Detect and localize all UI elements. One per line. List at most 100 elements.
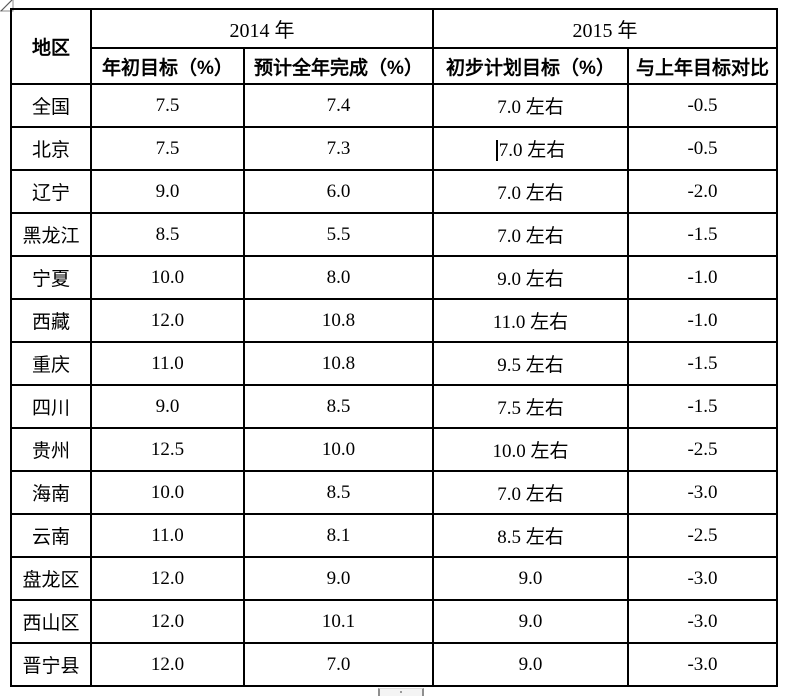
cell-region[interactable]: 贵州 xyxy=(10,427,92,472)
cell-y2014-expected[interactable]: 7.4 xyxy=(243,83,434,128)
cell-y2014-expected[interactable]: 10.8 xyxy=(243,341,434,386)
cell-y2014-expected[interactable]: 10.1 xyxy=(243,599,434,644)
header-2015-preliminary-plan[interactable]: 初步计划目标（%） xyxy=(432,47,629,85)
cell-region[interactable]: 辽宁 xyxy=(10,169,92,214)
header-2015-vs-previous-year[interactable]: 与上年目标对比 xyxy=(627,47,778,85)
cell-y2014-expected[interactable]: 8.0 xyxy=(243,255,434,300)
cell-y2015-plan[interactable]: 10.0 左右 xyxy=(432,427,629,472)
cell-y2015-vs[interactable]: -0.5 xyxy=(627,83,778,128)
cell-y2015-vs[interactable]: -1.5 xyxy=(627,341,778,386)
cell-y2014-expected[interactable]: 7.0 xyxy=(243,642,434,687)
cell-y2014-target[interactable]: 9.0 xyxy=(90,169,245,214)
table-row: 宁夏 10.0 8.0 9.0 左右 -1.0 xyxy=(10,255,778,300)
cell-y2015-plan[interactable]: 7.0 左右 xyxy=(432,212,629,257)
cell-y2014-expected[interactable]: 10.0 xyxy=(243,427,434,472)
cell-y2015-plan[interactable]: 7.0 左右 xyxy=(432,126,629,171)
cell-y2015-vs[interactable]: -3.0 xyxy=(627,642,778,687)
cell-y2015-plan[interactable]: 11.0 左右 xyxy=(432,298,629,343)
cell-y2014-target[interactable]: 12.0 xyxy=(90,556,245,601)
cell-y2015-plan[interactable]: 7.0 左右 xyxy=(432,169,629,214)
cell-y2014-expected[interactable]: 8.5 xyxy=(243,470,434,515)
cell-y2015-vs[interactable]: -1.5 xyxy=(627,212,778,257)
table-row: 北京 7.5 7.3 7.0 左右 -0.5 xyxy=(10,126,778,171)
cell-region[interactable]: 宁夏 xyxy=(10,255,92,300)
cell-region[interactable]: 全国 xyxy=(10,83,92,128)
cell-y2014-target[interactable]: 7.5 xyxy=(90,126,245,171)
table-row: 黑龙江 8.5 5.5 7.0 左右 -1.5 xyxy=(10,212,778,257)
cell-y2015-vs[interactable]: -1.5 xyxy=(627,384,778,429)
cell-y2015-plan[interactable]: 9.0 xyxy=(432,642,629,687)
cell-y2015-vs[interactable]: -3.0 xyxy=(627,599,778,644)
cell-y2015-plan[interactable]: 7.5 左右 xyxy=(432,384,629,429)
header-2014-initial-target[interactable]: 年初目标（%） xyxy=(90,47,245,85)
table-row: 四川 9.0 8.5 7.5 左右 -1.5 xyxy=(10,384,778,429)
cell-y2015-plan[interactable]: 9.0 左右 xyxy=(432,255,629,300)
cell-region[interactable]: 北京 xyxy=(10,126,92,171)
cell-region[interactable]: 四川 xyxy=(10,384,92,429)
table-header: 地区 2014 年 2015 年 年初目标（%） 预计全年完成（%） 初步计划目… xyxy=(10,8,778,85)
cell-y2015-vs[interactable]: -2.5 xyxy=(627,513,778,558)
cell-y2014-expected[interactable]: 8.5 xyxy=(243,384,434,429)
growth-targets-table: 地区 2014 年 2015 年 年初目标（%） 预计全年完成（%） 初步计划目… xyxy=(10,8,778,687)
cell-y2014-target[interactable]: 12.0 xyxy=(90,599,245,644)
cell-region[interactable]: 海南 xyxy=(10,470,92,515)
cell-y2015-plan[interactable]: 8.5 左右 xyxy=(432,513,629,558)
cell-y2015-vs[interactable]: -3.0 xyxy=(627,470,778,515)
text-cursor xyxy=(495,140,498,162)
cell-y2014-target[interactable]: 12.0 xyxy=(90,298,245,343)
header-region[interactable]: 地区 xyxy=(10,8,92,85)
cell-y2015-plan[interactable]: 7.0 左右 xyxy=(432,83,629,128)
scrollbar-fragment[interactable] xyxy=(378,688,424,696)
cell-y2014-target[interactable]: 7.5 xyxy=(90,83,245,128)
cell-y2014-target[interactable]: 11.0 xyxy=(90,341,245,386)
header-column-row: 年初目标（%） 预计全年完成（%） 初步计划目标（%） 与上年目标对比 xyxy=(11,47,778,85)
cell-region[interactable]: 云南 xyxy=(10,513,92,558)
cell-y2015-vs[interactable]: -2.5 xyxy=(627,427,778,472)
cell-y2015-plan[interactable]: 9.5 左右 xyxy=(432,341,629,386)
cell-y2014-target[interactable]: 8.5 xyxy=(90,212,245,257)
header-2014-expected-completion[interactable]: 预计全年完成（%） xyxy=(243,47,434,85)
cell-y2015-vs[interactable]: -0.5 xyxy=(627,126,778,171)
cell-y2014-target[interactable]: 10.0 xyxy=(90,470,245,515)
cell-y2014-target[interactable]: 12.5 xyxy=(90,427,245,472)
cell-y2014-expected[interactable]: 7.3 xyxy=(243,126,434,171)
cell-y2015-vs[interactable]: -2.0 xyxy=(627,169,778,214)
cell-y2014-expected[interactable]: 5.5 xyxy=(243,212,434,257)
cell-y2014-expected[interactable]: 10.8 xyxy=(243,298,434,343)
cell-region[interactable]: 重庆 xyxy=(10,341,92,386)
cell-y2015-plan[interactable]: 7.0 左右 xyxy=(432,470,629,515)
table-row: 贵州 12.5 10.0 10.0 左右 -2.5 xyxy=(10,427,778,472)
cell-y2014-expected[interactable]: 6.0 xyxy=(243,169,434,214)
table-body: 全国 7.5 7.4 7.0 左右 -0.5 北京 7.5 7.3 7.0 左右 -0.5 辽宁 9.… xyxy=(10,83,778,687)
cell-y2014-expected[interactable]: 9.0 xyxy=(243,556,434,601)
cell-y2014-target[interactable]: 9.0 xyxy=(90,384,245,429)
cell-y2014-expected[interactable]: 8.1 xyxy=(243,513,434,558)
header-year-2015[interactable]: 2015 年 xyxy=(432,8,778,49)
table-row: 重庆 11.0 10.8 9.5 左右 -1.5 xyxy=(10,341,778,386)
table-row: 西山区 12.0 10.1 9.0 -3.0 xyxy=(10,599,778,644)
scrollbar-dot xyxy=(400,691,402,693)
cell-y2014-target[interactable]: 11.0 xyxy=(90,513,245,558)
cell-y2014-target[interactable]: 12.0 xyxy=(90,642,245,687)
cell-y2015-vs[interactable]: -3.0 xyxy=(627,556,778,601)
table-row: 晋宁县 12.0 7.0 9.0 -3.0 xyxy=(10,642,778,687)
cell-region[interactable]: 晋宁县 xyxy=(10,642,92,687)
cell-y2015-plan[interactable]: 9.0 xyxy=(432,599,629,644)
cell-region[interactable]: 西藏 xyxy=(10,298,92,343)
header-group-row: 地区 2014 年 2015 年 xyxy=(10,8,778,85)
table-row: 云南 11.0 8.1 8.5 左右 -2.5 xyxy=(10,513,778,558)
cell-y2015-vs[interactable]: -1.0 xyxy=(627,255,778,300)
cell-y2015-plan[interactable]: 9.0 xyxy=(432,556,629,601)
table-row: 西藏 12.0 10.8 11.0 左右 -1.0 xyxy=(10,298,778,343)
table-row: 辽宁 9.0 6.0 7.0 左右 -2.0 xyxy=(10,169,778,214)
cell-region[interactable]: 西山区 xyxy=(10,599,92,644)
table-row: 海南 10.0 8.5 7.0 左右 -3.0 xyxy=(10,470,778,515)
table-row: 全国 7.5 7.4 7.0 左右 -0.5 xyxy=(10,83,778,128)
cell-y2014-target[interactable]: 10.0 xyxy=(90,255,245,300)
cell-region[interactable]: 盘龙区 xyxy=(10,556,92,601)
header-year-2014[interactable]: 2014 年 xyxy=(90,8,434,49)
cell-y2015-vs[interactable]: -1.0 xyxy=(627,298,778,343)
table-resize-handle-icon[interactable] xyxy=(0,0,14,12)
table-row: 盘龙区 12.0 9.0 9.0 -3.0 xyxy=(10,556,778,601)
cell-region[interactable]: 黑龙江 xyxy=(10,212,92,257)
